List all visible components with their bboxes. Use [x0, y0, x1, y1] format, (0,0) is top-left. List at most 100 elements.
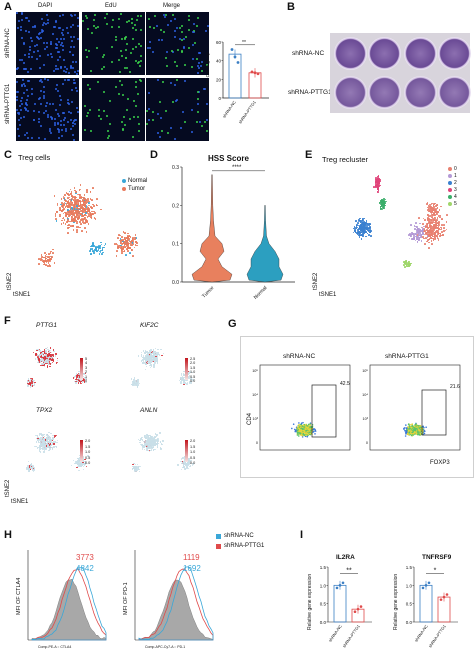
cell-dot — [92, 19, 95, 22]
cell-point — [181, 377, 184, 379]
cell-point — [381, 200, 384, 202]
cell-point — [436, 204, 439, 206]
cell-dot — [206, 24, 209, 27]
cell-point — [428, 221, 431, 223]
cell-dot — [122, 128, 125, 131]
cell-point — [81, 381, 84, 383]
cell-dot — [37, 137, 40, 140]
scale-tick-label: 3 — [85, 365, 88, 370]
cell-dot — [117, 26, 120, 29]
cell-point — [362, 231, 365, 233]
cell-point — [432, 204, 435, 207]
cell-point — [43, 441, 45, 443]
cell-dot — [45, 101, 48, 104]
cell-point — [380, 207, 382, 210]
cell-dot — [47, 22, 50, 25]
cell-point — [356, 221, 359, 224]
cell-dot — [17, 113, 20, 116]
cell-point — [40, 360, 43, 363]
cell-point — [427, 210, 430, 213]
cell-point — [69, 214, 71, 217]
cell-point — [94, 249, 97, 251]
cell-dot — [19, 124, 22, 126]
cell-point — [78, 195, 81, 198]
cell-point — [440, 226, 442, 229]
cell-dot — [139, 65, 142, 68]
cell-dot — [54, 65, 57, 68]
cell-dot — [89, 69, 92, 72]
legend-label: 0 — [454, 165, 457, 172]
cell-point — [55, 362, 57, 364]
cell-point — [138, 470, 140, 473]
cell-point — [429, 230, 432, 232]
cell-point — [130, 241, 133, 244]
cell-point — [39, 356, 41, 359]
cell-point — [418, 234, 421, 237]
data-point — [250, 70, 254, 74]
cell-point — [429, 219, 432, 221]
cell-dot — [102, 65, 105, 68]
cell-dot — [58, 55, 61, 58]
legend-item: 0 — [448, 165, 457, 172]
cell-point — [43, 433, 45, 436]
cell-point — [432, 228, 434, 231]
cell-dot — [87, 50, 90, 53]
cell-point — [46, 366, 49, 368]
cell-dot — [175, 78, 178, 81]
cell-point — [123, 241, 125, 244]
cell-dot — [75, 90, 78, 93]
cell-point — [152, 449, 154, 451]
cell-point — [47, 256, 50, 259]
e-xlabel: tSNE1 — [319, 292, 337, 298]
cell-point — [411, 231, 414, 234]
cell-point — [72, 229, 75, 231]
cell-point — [77, 462, 80, 464]
cell-point — [29, 464, 31, 466]
cell-point — [132, 238, 135, 241]
cell-dot — [69, 66, 72, 69]
cell-point — [77, 205, 79, 207]
cell-point — [26, 465, 29, 467]
cell-point — [82, 468, 85, 471]
cell-point — [153, 448, 155, 451]
scale-tick-label: 0.0 — [190, 379, 196, 383]
cell-dot — [19, 109, 22, 112]
cell-point — [92, 187, 94, 190]
cell-point — [44, 442, 47, 445]
cell-point — [80, 465, 83, 468]
violin — [246, 205, 284, 283]
cell-point — [408, 232, 411, 235]
cell-point — [405, 263, 407, 265]
event-dot — [312, 428, 315, 430]
cell-point — [56, 203, 59, 206]
cell-point — [56, 357, 58, 360]
cell-point — [48, 431, 50, 434]
cell-dot — [97, 115, 100, 118]
cell-point — [416, 241, 419, 243]
cell-point — [415, 232, 417, 235]
cell-point — [72, 210, 75, 213]
cell-point — [441, 233, 444, 236]
cell-point — [420, 236, 422, 238]
cell-dot — [169, 81, 172, 84]
cell-point — [128, 242, 130, 245]
cell-point — [86, 191, 88, 193]
cell-dot — [187, 47, 190, 50]
cell-point — [427, 239, 429, 241]
cell-point — [150, 350, 153, 352]
micrograph — [146, 78, 209, 141]
cell-point — [84, 199, 87, 202]
cell-point — [46, 439, 48, 442]
cell-point — [54, 441, 56, 443]
cell-point — [132, 384, 134, 386]
cell-point — [36, 439, 39, 441]
cell-point — [437, 232, 439, 235]
cell-point — [46, 436, 48, 438]
cell-point — [151, 448, 153, 450]
cell-point — [45, 347, 47, 350]
cell-point — [45, 253, 48, 256]
cell-point — [29, 378, 32, 381]
cell-point — [66, 217, 69, 219]
cell-dot — [73, 120, 76, 123]
